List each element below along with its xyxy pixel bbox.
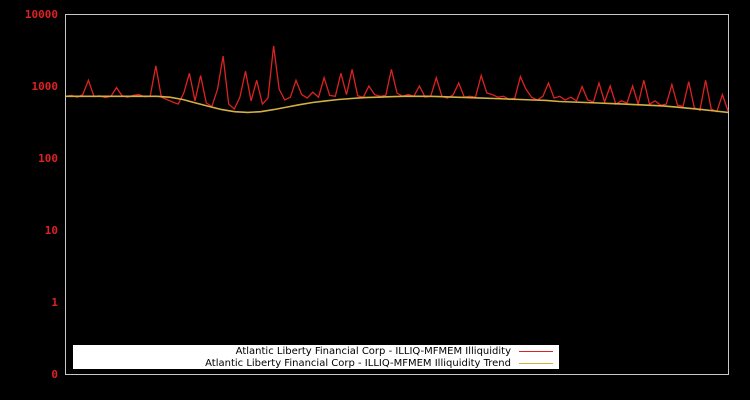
y-tick-label: 1	[51, 296, 58, 309]
y-tick-label: 10000	[24, 8, 58, 21]
legend-swatch-red	[519, 350, 553, 352]
legend-item-trend: Atlantic Liberty Financial Corp - ILLIQ-…	[205, 357, 559, 369]
chart-legend: Atlantic Liberty Financial Corp - ILLIQ-…	[73, 345, 559, 369]
legend-item-illiquidity: Atlantic Liberty Financial Corp - ILLIQ-…	[236, 345, 559, 357]
illiquidity-trend-line	[66, 95, 729, 114]
legend-label: Atlantic Liberty Financial Corp - ILLIQ-…	[205, 357, 511, 369]
legend-swatch-gold	[519, 362, 553, 364]
illiquidity-line	[65, 45, 729, 113]
y-tick-label: 100	[38, 152, 58, 165]
legend-label: Atlantic Liberty Financial Corp - ILLIQ-…	[235, 345, 511, 357]
y-tick-label: 1000	[31, 80, 59, 93]
y-tick-label: 10	[44, 224, 58, 237]
y-tick-label: 0	[51, 368, 58, 381]
plot-frame	[65, 14, 729, 375]
